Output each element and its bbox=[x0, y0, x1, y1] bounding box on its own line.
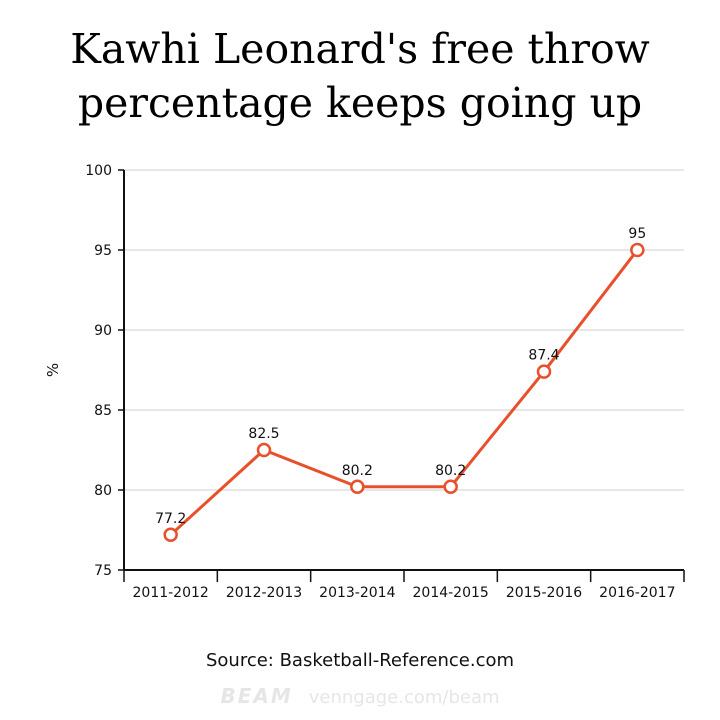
x-tick-label: 2015-2016 bbox=[506, 585, 582, 601]
x-axis-ticks: 2011-2012 2012-2013 2013-2014 2014-2015 2015… bbox=[123, 570, 685, 601]
series-line bbox=[169, 249, 639, 536]
chart-title-line-2: percentage keeps going up bbox=[77, 79, 643, 127]
data-point bbox=[630, 242, 645, 258]
source-note: Source: Basketball-Reference.com bbox=[205, 650, 515, 671]
data-label: 82.5 bbox=[248, 426, 279, 442]
brand-logo: BEAM bbox=[220, 684, 293, 708]
x-tick-label: 2012-2013 bbox=[226, 585, 302, 601]
y-tick-label: 95 bbox=[94, 243, 112, 259]
gridlines bbox=[124, 169, 684, 491]
x-tick-label: 2013-2014 bbox=[319, 585, 395, 601]
data-label: 80.2 bbox=[342, 463, 373, 479]
y-tick-label: 80 bbox=[94, 483, 112, 499]
y-axis-ticks: 75 80 85 90 95 100 bbox=[85, 163, 124, 579]
x-tick-label: 2014-2015 bbox=[413, 585, 489, 601]
data-point bbox=[256, 442, 272, 458]
y-tick-label: 90 bbox=[94, 323, 112, 339]
chart-title: Kawhi Leonard's free throw percentage ke… bbox=[0, 22, 720, 130]
data-label: 77.2 bbox=[155, 511, 186, 527]
chart-title-line-1: Kawhi Leonard's free throw bbox=[70, 25, 650, 73]
data-point bbox=[536, 364, 552, 379]
y-tick-label: 75 bbox=[94, 563, 112, 579]
data-label: 87.4 bbox=[528, 348, 559, 364]
data-point bbox=[443, 479, 458, 495]
data-points bbox=[163, 242, 645, 543]
data-labels: 77.2 82.5 80.2 80.2 87.4 95 bbox=[155, 226, 646, 527]
data-label: 95 bbox=[628, 226, 646, 242]
y-tick-label: 85 bbox=[94, 403, 112, 419]
data-point bbox=[163, 527, 178, 543]
brand-watermark: BEAM venngage.com/beam bbox=[0, 684, 720, 708]
y-axis-label: % bbox=[44, 363, 62, 377]
brand-url: venngage.com/beam bbox=[308, 687, 500, 708]
x-tick-label: 2011-2012 bbox=[133, 585, 209, 601]
data-point bbox=[350, 479, 365, 495]
x-tick-label: 2016-2017 bbox=[599, 585, 675, 601]
y-tick-label: 100 bbox=[85, 163, 112, 179]
data-label: 80.2 bbox=[435, 463, 466, 479]
